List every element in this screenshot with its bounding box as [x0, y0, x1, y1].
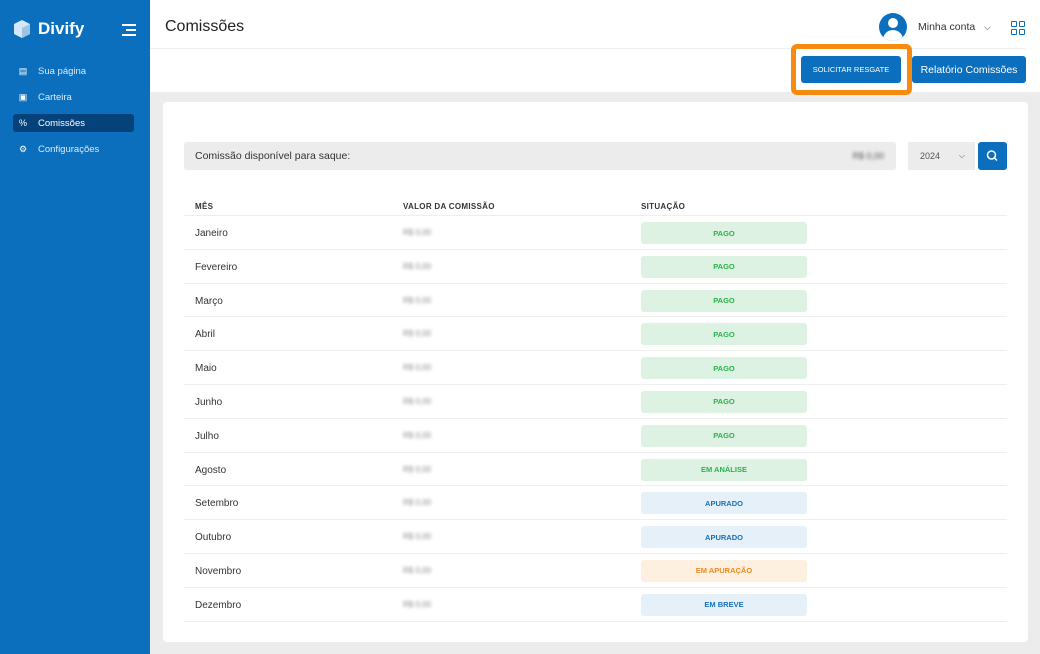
- account-menu[interactable]: Minha conta ⌵: [918, 21, 991, 33]
- chevron-down-icon: ⌵: [984, 22, 991, 32]
- commissions-card: Comissão disponível para saque: R$ 0,00 …: [163, 102, 1028, 642]
- table-row: Agosto R$ 0,00 EM ANÁLISE: [184, 453, 1007, 487]
- sidebar-item-label: Sua página: [38, 65, 87, 77]
- gear-icon: ⚙: [18, 143, 28, 154]
- search-icon: [986, 150, 998, 162]
- table-header: MÊS VALOR DA COMISSÃO SITUAÇÃO: [184, 196, 1007, 216]
- commission-report-button[interactable]: Relatório Comissões: [912, 56, 1026, 83]
- value-cell: R$ 0,00: [403, 430, 432, 440]
- year-select[interactable]: 2024 ⌵: [908, 142, 975, 170]
- value-cell: R$ 0,00: [403, 532, 432, 542]
- table-row: Novembro R$ 0,00 EM APURAÇÃO: [184, 554, 1007, 588]
- menu-toggle-icon[interactable]: [122, 24, 136, 36]
- header-value: VALOR DA COMISSÃO: [403, 202, 495, 211]
- value-cell: R$ 0,00: [403, 228, 432, 237]
- table-row: Março R$ 0,00 PAGO: [184, 284, 1007, 318]
- divider: [150, 48, 1026, 49]
- sidebar: Divify ▤ Sua página ▣ Carteira % Comissões …: [0, 0, 150, 654]
- commissions-table: MÊS VALOR DA COMISSÃO SITUAÇÃO Janeiro R…: [184, 196, 1007, 622]
- header-month: MÊS: [195, 202, 214, 211]
- value-cell: R$ 0,00: [403, 464, 432, 474]
- status-badge: PAGO: [641, 323, 807, 346]
- highlight-box: [791, 44, 912, 95]
- apps-grid-icon[interactable]: [1011, 21, 1025, 35]
- month-cell: Fevereiro: [195, 261, 238, 273]
- table-row: Dezembro R$ 0,00 EM BREVE: [184, 588, 1007, 622]
- status-badge: PAGO: [641, 222, 807, 244]
- month-cell: Maio: [195, 363, 217, 375]
- available-balance: Comissão disponível para saque: R$ 0,00: [184, 142, 896, 170]
- value-cell: R$ 0,00: [403, 565, 432, 575]
- header-status: SITUAÇÃO: [641, 202, 686, 211]
- sidebar-item-carteira[interactable]: ▣ Carteira: [13, 88, 134, 106]
- page-icon: ▤: [18, 65, 28, 76]
- sidebar-item-comissoes[interactable]: % Comissões: [13, 114, 134, 132]
- value-cell: R$ 0,00: [403, 396, 432, 406]
- month-cell: Dezembro: [195, 599, 242, 611]
- month-cell: Outubro: [195, 532, 232, 544]
- status-badge: PAGO: [641, 424, 807, 447]
- value-cell: R$ 0,00: [403, 329, 432, 339]
- table-row: Setembro R$ 0,00 APURADO: [184, 486, 1007, 521]
- value-cell: R$ 0,00: [403, 261, 432, 271]
- request-withdrawal-button[interactable]: SOLICITAR RESGATE: [801, 56, 901, 83]
- month-cell: Março: [195, 295, 223, 307]
- cube-logo-icon: [14, 20, 30, 38]
- sidebar-nav: ▤ Sua página ▣ Carteira % Comissões ⚙ Config…: [13, 62, 134, 166]
- month-cell: Setembro: [195, 498, 239, 510]
- table-row: Abril R$ 0,00 PAGO: [184, 317, 1007, 352]
- month-cell: Agosto: [195, 464, 227, 476]
- status-badge: EM BREVE: [641, 593, 807, 616]
- value-cell: R$ 0,00: [403, 498, 432, 508]
- status-badge: PAGO: [641, 255, 807, 278]
- page-title: Comissões: [165, 18, 245, 35]
- sidebar-item-label: Comissões: [38, 117, 85, 129]
- value-cell: R$ 0,00: [403, 599, 432, 609]
- status-badge: APURADO: [641, 526, 807, 549]
- value-cell: R$ 0,00: [403, 295, 432, 305]
- search-button[interactable]: [978, 142, 1007, 170]
- status-badge: EM ANÁLISE: [641, 458, 807, 481]
- sidebar-item-label: Configurações: [38, 143, 100, 155]
- table-row: Julho R$ 0,00 PAGO: [184, 419, 1007, 453]
- table-row: Junho R$ 0,00 PAGO: [184, 385, 1007, 419]
- wallet-icon: ▣: [18, 91, 28, 102]
- status-badge: PAGO: [641, 357, 807, 380]
- sidebar-item-label: Carteira: [38, 91, 72, 103]
- account-label: Minha conta: [918, 21, 976, 33]
- month-cell: Junho: [195, 396, 223, 408]
- status-badge: EM APURAÇÃO: [641, 559, 807, 582]
- table-row: Maio R$ 0,00 PAGO: [184, 351, 1007, 385]
- month-cell: Julho: [195, 430, 219, 442]
- table-row: Janeiro R$ 0,00 PAGO: [184, 216, 1007, 250]
- available-value: R$ 0,00: [852, 151, 884, 161]
- chevron-down-icon: ⌵: [958, 151, 965, 160]
- logo[interactable]: Divify: [12, 19, 84, 39]
- month-cell: Novembro: [195, 565, 242, 577]
- month-cell: Janeiro: [195, 228, 228, 239]
- sidebar-item-sua-pagina[interactable]: ▤ Sua página: [13, 62, 134, 80]
- value-cell: R$ 0,00: [403, 363, 432, 373]
- status-badge: PAGO: [641, 289, 807, 312]
- brand-name: Divify: [38, 19, 85, 38]
- status-badge: APURADO: [641, 492, 807, 515]
- sidebar-item-configuracoes[interactable]: ⚙ Configurações: [13, 140, 134, 158]
- month-cell: Abril: [195, 329, 216, 341]
- table-row: Outubro R$ 0,00 APURADO: [184, 520, 1007, 554]
- year-value: 2024: [920, 151, 941, 161]
- percent-icon: %: [18, 118, 27, 128]
- available-label: Comissão disponível para saque:: [195, 150, 351, 162]
- avatar[interactable]: [879, 13, 907, 41]
- status-badge: PAGO: [641, 390, 807, 413]
- table-row: Fevereiro R$ 0,00 PAGO: [184, 250, 1007, 284]
